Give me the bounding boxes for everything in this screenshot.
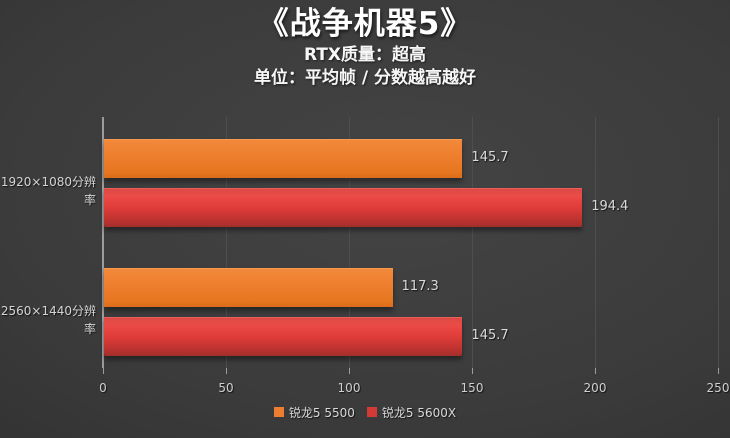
- tick-mark-50: [226, 368, 227, 374]
- tick-mark-100: [349, 368, 350, 374]
- tick-mark-200: [595, 368, 596, 374]
- legend-item-ryzen5-5600x: 锐龙5 5600X: [366, 404, 457, 421]
- y-axis-line: [102, 117, 104, 368]
- bar-ryzen5-5500: [104, 267, 393, 307]
- legend-item-ryzen5-5500: 锐龙5 5500: [273, 404, 355, 421]
- gridline-x-50: [226, 117, 227, 368]
- category-label: 1920×1080分辨率: [0, 175, 96, 207]
- legend-label: 锐龙5 5600X: [381, 405, 457, 420]
- tick-mark-0: [103, 368, 104, 374]
- tick-mark-150: [472, 368, 473, 374]
- chart-title: 《战争机器5》: [257, 6, 473, 42]
- value-label: 117.3: [401, 278, 439, 294]
- gridline-x-150: [472, 117, 473, 368]
- gridline-x-100: [349, 117, 350, 368]
- gridline-x-250: [718, 117, 719, 368]
- x-tick-label: 100: [337, 381, 361, 395]
- x-tick-label: 250: [706, 381, 730, 395]
- x-tick-label: 200: [583, 381, 607, 395]
- bar-ryzen5-5500: [104, 138, 463, 178]
- value-label: 145.7: [471, 149, 509, 165]
- chart-subtitle-unit: 单位：平均帧 / 分数越高越好: [253, 68, 477, 88]
- chart-legend: 锐龙5 5500 锐龙5 5600X: [0, 402, 730, 422]
- category-label: 2560×1440分辨率: [0, 304, 96, 336]
- bar-ryzen5-5600x: [104, 187, 583, 227]
- legend-swatch: [273, 407, 284, 417]
- chart-header: 《战争机器5》 RTX质量：超高 单位：平均帧 / 分数越高越好: [0, 4, 730, 90]
- bar-ryzen5-5600x: [104, 316, 463, 356]
- legend-swatch: [366, 407, 377, 417]
- chart-subtitle-quality: RTX质量：超高: [303, 45, 427, 65]
- x-tick-label: 50: [218, 381, 234, 395]
- tick-mark-250: [718, 368, 719, 374]
- x-tick-label: 0: [99, 381, 107, 395]
- gridline-x-200: [595, 117, 596, 368]
- x-tick-label: 150: [460, 381, 484, 395]
- legend-label: 锐龙5 5500: [288, 405, 355, 420]
- value-label: 145.7: [471, 327, 509, 343]
- value-label: 194.4: [591, 198, 629, 214]
